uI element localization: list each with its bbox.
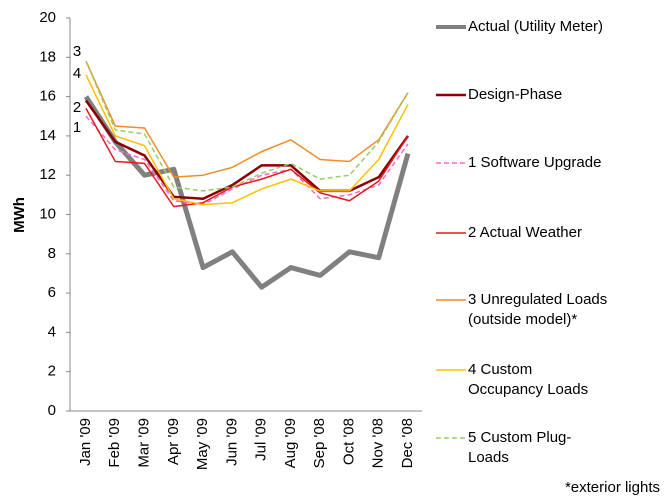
y-tick-label: 2 (48, 363, 56, 380)
x-tick-label: Mar '09 (136, 418, 153, 468)
x-tick-label: Oct '08 (340, 418, 357, 465)
y-tick-label: 4 (48, 323, 56, 340)
series-line (85, 60, 409, 192)
legend-label: 4 Custom Occupancy Loads (468, 361, 589, 398)
legend-label: 1 Software Upgrade (468, 154, 602, 171)
x-tick-label: May '09 (194, 418, 211, 470)
legend-label: 3 Unregulated Loads (outside model)* (468, 291, 608, 328)
x-tick-label: Jul '09 (253, 418, 270, 461)
y-tick-label: 18 (39, 48, 56, 65)
legend-label: Actual (Utility Meter) (468, 18, 604, 35)
x-tick-label: Apr '09 (165, 418, 182, 465)
y-tick-label: 6 (48, 284, 56, 301)
y-tick-label: 10 (39, 205, 56, 222)
y-axis-label: MWh (11, 197, 28, 233)
series-line (83, 95, 411, 290)
legend-label: 5 Custom Plug- Loads (468, 429, 572, 466)
y-tick-label: 14 (39, 127, 56, 144)
legend-label: Design-Phase (468, 86, 563, 103)
x-tick-label: Jan '09 (77, 418, 94, 466)
x-tick-label: Nov '08 (370, 418, 387, 468)
annotation: 3 (73, 43, 81, 60)
y-tick-label: 20 (39, 9, 56, 26)
x-tick-label: Aug '09 (282, 418, 299, 468)
y-tick-label: 8 (48, 245, 56, 262)
series-line (85, 115, 409, 206)
series-line (85, 60, 409, 178)
y-tick-label: 16 (39, 88, 56, 105)
series-line (84, 99, 409, 201)
x-tick-label: Jun '09 (223, 418, 240, 466)
legend-label: 2 Actual Weather (468, 224, 582, 241)
series-line (85, 74, 409, 206)
footnote: *exterior lights (565, 479, 660, 496)
x-tick-label: Sep '08 (311, 418, 328, 468)
y-tick-label: 0 (48, 402, 56, 419)
annotation: 4 (73, 65, 81, 82)
y-tick-label: 12 (39, 166, 56, 183)
x-tick-label: Dec '08 (399, 418, 416, 468)
series-line (85, 108, 409, 208)
annotation: 2 (73, 99, 81, 116)
x-tick-label: Feb '09 (106, 418, 123, 468)
annotation: 1 (73, 119, 81, 136)
